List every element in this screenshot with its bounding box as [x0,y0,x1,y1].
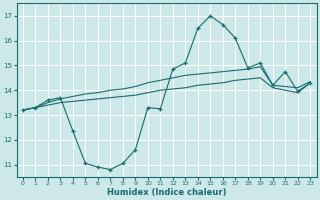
X-axis label: Humidex (Indice chaleur): Humidex (Indice chaleur) [107,188,226,197]
